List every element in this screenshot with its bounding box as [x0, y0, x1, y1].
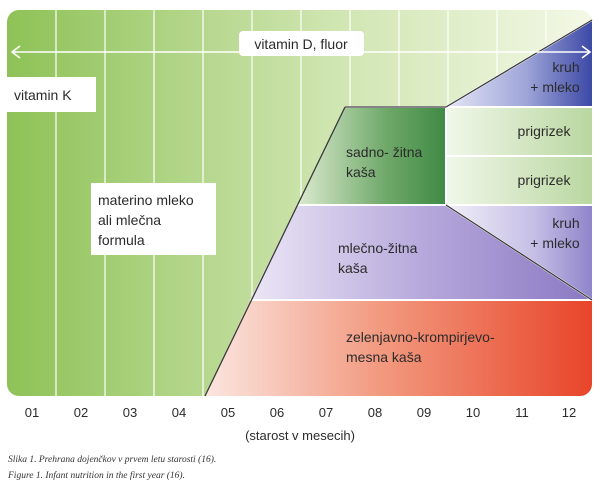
x-tick: 10 — [466, 405, 480, 420]
bread-milk-mid-line-1: kruh — [552, 215, 579, 231]
x-tick: 09 — [417, 405, 431, 420]
x-tick: 12 — [562, 405, 576, 420]
stage-fruit-cereal — [297, 107, 446, 205]
stage-outlines — [204, 19, 593, 397]
vegetable-label-line-1: zelenjavno-krompirjevo- — [346, 329, 495, 345]
snack-label-1: prigrizek — [518, 123, 572, 139]
milk-cereal-label-line-2: kaša — [338, 260, 368, 276]
x-tick: 04 — [172, 405, 186, 420]
stage-snack-2 — [446, 156, 592, 205]
vegetable-label-line-2: mesna kaša — [346, 349, 422, 365]
x-tick: 03 — [123, 405, 137, 420]
milk-formula-line-1: materino mleko — [98, 192, 194, 208]
milk-cereal-label-line-1: mlečno-žitna — [338, 240, 418, 256]
vitamin-d-fluor-label: vitamin D, fluor — [254, 36, 348, 52]
x-tick: 05 — [221, 405, 235, 420]
x-tick: 08 — [368, 405, 382, 420]
caption-english: Figure 1. Infant nutrition in the first … — [8, 471, 185, 481]
fruit-cereal-label-line-2: kaša — [346, 164, 376, 180]
x-tick: 11 — [515, 405, 529, 420]
bread-milk-top-line-1: kruh — [552, 59, 579, 75]
stage-vegetable-potato-meat — [205, 300, 592, 396]
x-axis-ticks: 01 02 03 04 05 06 07 08 09 10 11 12 — [25, 405, 576, 420]
x-tick: 01 — [25, 405, 39, 420]
x-axis-label: (starost v mesecih) — [245, 428, 355, 443]
vitamin-k-box — [7, 77, 96, 112]
stage-snack-1 — [446, 107, 592, 156]
vitamin-d-fluor-box — [239, 31, 364, 56]
fruit-cereal-label-line-1: sadno- žitna — [346, 144, 422, 160]
x-tick: 07 — [319, 405, 333, 420]
x-tick: 02 — [74, 405, 88, 420]
bread-milk-top-line-2: + mleko — [530, 79, 580, 95]
x-tick: 06 — [270, 405, 284, 420]
vitamin-k-label: vitamin K — [14, 87, 72, 103]
bread-milk-mid-line-2: + mleko — [530, 235, 580, 251]
snack-label-2: prigrizek — [518, 172, 572, 188]
milk-formula-box — [91, 183, 216, 255]
caption-slovene: Slika 1. Prehrana dojenčkov v prvem letu… — [8, 455, 217, 465]
milk-formula-line-3: formula — [98, 232, 145, 248]
milk-formula-line-2: ali mlečna — [98, 212, 161, 228]
